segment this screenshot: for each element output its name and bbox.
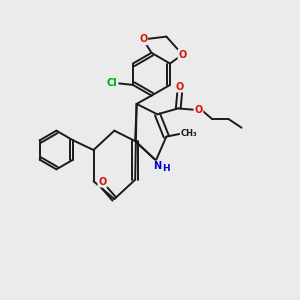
Text: O: O: [139, 34, 147, 44]
Text: CH₃: CH₃: [180, 129, 197, 138]
Text: H: H: [162, 164, 169, 173]
Text: O: O: [98, 177, 106, 187]
Text: Cl: Cl: [107, 78, 118, 88]
Text: O: O: [194, 105, 202, 115]
Text: O: O: [176, 82, 184, 92]
Text: O: O: [178, 50, 187, 60]
Text: N: N: [153, 161, 161, 171]
